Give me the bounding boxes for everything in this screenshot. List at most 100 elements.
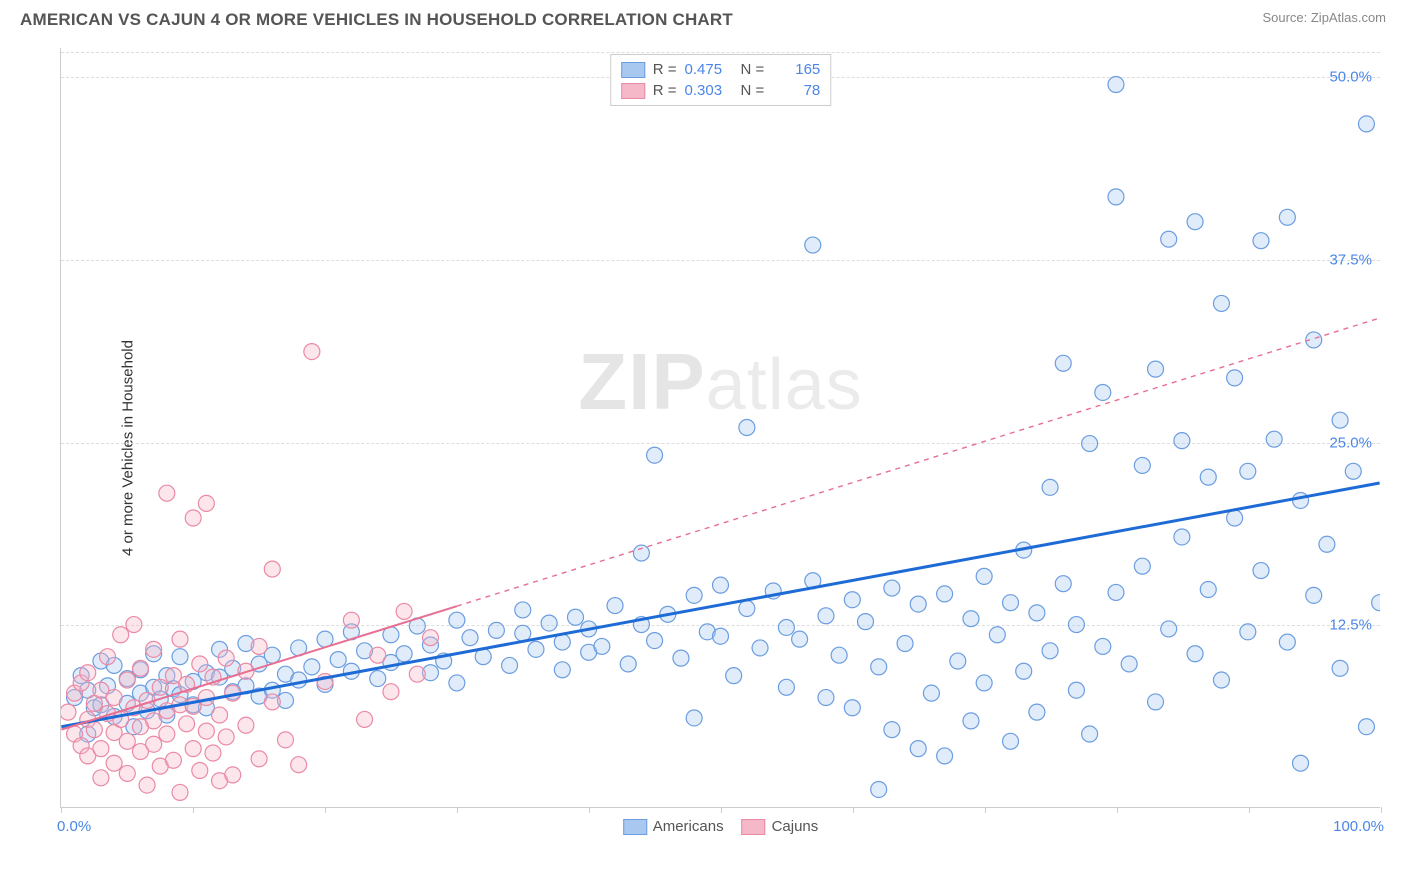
scatter-point: [396, 603, 412, 619]
scatter-point: [686, 587, 702, 603]
scatter-point: [1082, 436, 1098, 452]
scatter-point: [739, 420, 755, 436]
x-tick: [457, 807, 458, 813]
scatter-point: [884, 722, 900, 738]
scatter-point: [989, 627, 1005, 643]
scatter-point: [264, 694, 280, 710]
x-tick: [1381, 807, 1382, 813]
scatter-point: [198, 723, 214, 739]
scatter-point: [422, 630, 438, 646]
scatter-point: [752, 640, 768, 656]
scatter-point: [844, 592, 860, 608]
scatter-point: [1240, 624, 1256, 640]
scatter-point: [976, 568, 992, 584]
scatter-point: [179, 716, 195, 732]
scatter-point: [218, 650, 234, 666]
scatter-point: [910, 741, 926, 757]
scatter-point: [502, 657, 518, 673]
scatter-point: [1240, 463, 1256, 479]
scatter-point: [86, 722, 102, 738]
scatter-point: [1003, 733, 1019, 749]
scatter-point: [792, 631, 808, 647]
scatter-point: [1293, 492, 1309, 508]
scatter-point: [937, 748, 953, 764]
scatter-point: [1319, 536, 1335, 552]
scatter-point: [963, 713, 979, 729]
scatter-point: [488, 622, 504, 638]
scatter-point: [1108, 77, 1124, 93]
scatter-point: [1200, 469, 1216, 485]
scatter-point: [1042, 643, 1058, 659]
scatter-point: [884, 580, 900, 596]
scatter-point: [1345, 463, 1361, 479]
scatter-svg: [61, 48, 1380, 807]
scatter-point: [1082, 726, 1098, 742]
scatter-point: [113, 627, 129, 643]
scatter-point: [212, 707, 228, 723]
scatter-point: [146, 713, 162, 729]
plot-area: ZIPatlas R =0.475N =165R =0.303N =78 Ame…: [60, 48, 1380, 808]
scatter-point: [1372, 595, 1380, 611]
scatter-point: [528, 641, 544, 657]
x-tick: [193, 807, 194, 813]
scatter-point: [152, 679, 168, 695]
x-tick: [721, 807, 722, 813]
scatter-point: [1213, 672, 1229, 688]
scatter-point: [277, 732, 293, 748]
scatter-point: [264, 561, 280, 577]
scatter-point: [159, 485, 175, 501]
scatter-point: [1003, 595, 1019, 611]
scatter-point: [778, 619, 794, 635]
scatter-point: [159, 726, 175, 742]
legend-n-label: N =: [741, 61, 765, 78]
scatter-point: [713, 628, 729, 644]
scatter-point: [805, 237, 821, 253]
scatter-point: [1029, 704, 1045, 720]
legend-item: Americans: [623, 818, 724, 835]
scatter-point: [449, 612, 465, 628]
scatter-point: [541, 615, 557, 631]
scatter-point: [80, 665, 96, 681]
scatter-point: [126, 617, 142, 633]
scatter-point: [818, 608, 834, 624]
scatter-point: [1042, 479, 1058, 495]
scatter-point: [1332, 412, 1348, 428]
legend-n-value: 78: [772, 82, 820, 99]
scatter-point: [1213, 295, 1229, 311]
scatter-point: [218, 729, 234, 745]
scatter-point: [1227, 370, 1243, 386]
x-tick: [985, 807, 986, 813]
scatter-point: [225, 767, 241, 783]
scatter-point: [633, 545, 649, 561]
source-label: Source: ZipAtlas.com: [1262, 10, 1386, 25]
scatter-point: [1148, 361, 1164, 377]
scatter-point: [291, 672, 307, 688]
trend-line: [61, 483, 1379, 727]
scatter-point: [726, 668, 742, 684]
legend-label: Americans: [653, 818, 724, 835]
chart-header: AMERICAN VS CAJUN 4 OR MORE VEHICLES IN …: [0, 0, 1406, 36]
legend-r-value: 0.475: [685, 61, 733, 78]
scatter-point: [93, 741, 109, 757]
trend-line-extrapolated: [457, 318, 1380, 606]
scatter-point: [1055, 576, 1071, 592]
scatter-point: [871, 781, 887, 797]
scatter-point: [172, 631, 188, 647]
legend-row: R =0.475N =165: [621, 59, 821, 80]
legend-swatch: [621, 83, 645, 99]
scatter-point: [106, 690, 122, 706]
legend-swatch: [623, 819, 647, 835]
scatter-point: [139, 777, 155, 793]
scatter-point: [1279, 209, 1295, 225]
legend-n-value: 165: [772, 61, 820, 78]
x-min-label: 0.0%: [57, 818, 91, 835]
scatter-point: [370, 647, 386, 663]
scatter-point: [462, 630, 478, 646]
scatter-point: [383, 684, 399, 700]
scatter-point: [119, 672, 135, 688]
scatter-point: [1253, 563, 1269, 579]
scatter-point: [198, 495, 214, 511]
scatter-point: [100, 649, 116, 665]
scatter-point: [1055, 355, 1071, 371]
legend-item: Cajuns: [742, 818, 819, 835]
